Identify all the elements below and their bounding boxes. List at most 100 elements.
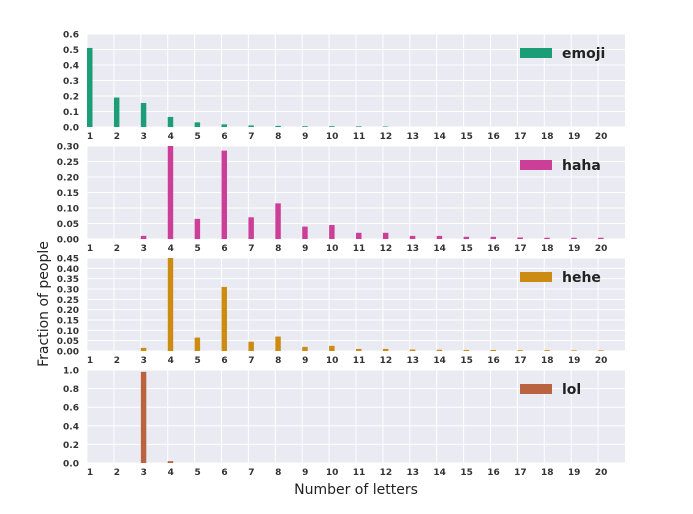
x-tick-label: 8 xyxy=(275,356,281,366)
x-tick-label: 8 xyxy=(275,468,281,478)
x-tick-label: 14 xyxy=(433,244,446,254)
bar-emoji xyxy=(302,126,308,127)
x-tick-label: 3 xyxy=(141,356,147,366)
x-tick-label: 6 xyxy=(221,132,227,142)
bar-haha xyxy=(168,146,174,239)
y-tick-label: 0.0 xyxy=(63,460,79,470)
x-tick-label: 12 xyxy=(380,244,393,254)
x-tick-label: 17 xyxy=(514,356,527,366)
y-tick-label: 0.1 xyxy=(63,108,79,118)
y-axis-label: Fraction of people xyxy=(36,241,52,367)
x-tick-label: 14 xyxy=(433,356,446,366)
bar-hehe xyxy=(383,349,389,351)
x-tick-label: 14 xyxy=(433,132,446,142)
x-tick-label: 13 xyxy=(407,132,420,142)
y-tick-label: 0.3 xyxy=(63,77,79,87)
y-tick-label: 0.10 xyxy=(57,327,79,337)
x-tick-label: 14 xyxy=(433,468,446,478)
x-tick-label: 5 xyxy=(194,132,200,142)
bar-hehe xyxy=(356,349,362,351)
bar-hehe xyxy=(437,350,443,351)
x-tick-label: 5 xyxy=(194,356,200,366)
x-tick-label: 10 xyxy=(326,356,339,366)
x-tick-label: 7 xyxy=(248,132,254,142)
y-tick-label: 0.15 xyxy=(57,189,79,199)
y-tick-label: 0.05 xyxy=(57,220,79,230)
x-tick-label: 13 xyxy=(407,468,420,478)
x-tick-label: 17 xyxy=(514,244,527,254)
x-tick-label: 11 xyxy=(353,132,366,142)
bar-lol xyxy=(168,461,174,463)
x-tick-label: 17 xyxy=(514,132,527,142)
legend-label: emoji xyxy=(562,46,605,62)
y-tick-label: 0.8 xyxy=(63,385,79,395)
bar-haha xyxy=(571,238,577,239)
x-tick-label: 9 xyxy=(302,356,308,366)
bar-emoji xyxy=(168,117,174,127)
x-tick-label: 1 xyxy=(87,468,93,478)
x-tick-label: 2 xyxy=(114,468,120,478)
bar-haha xyxy=(464,237,470,239)
y-tick-label: 0.15 xyxy=(57,317,79,327)
bar-haha xyxy=(248,217,254,239)
bar-hehe xyxy=(275,337,281,351)
legend-swatch xyxy=(520,48,552,58)
x-tick-label: 6 xyxy=(221,244,227,254)
x-tick-label: 16 xyxy=(487,356,500,366)
bar-hehe xyxy=(571,350,577,351)
x-tick-label: 20 xyxy=(595,356,608,366)
y-tick-label: 0.00 xyxy=(57,348,79,358)
bar-emoji xyxy=(248,125,254,127)
x-tick-label: 17 xyxy=(514,468,527,478)
bar-haha xyxy=(356,233,362,239)
x-tick-label: 15 xyxy=(460,356,473,366)
legend-swatch xyxy=(520,384,552,394)
x-tick-label: 18 xyxy=(541,244,554,254)
x-tick-label: 1 xyxy=(87,132,93,142)
bar-haha xyxy=(222,151,228,239)
y-tick-label: 0.35 xyxy=(57,275,79,285)
y-tick-label: 0.30 xyxy=(57,286,79,296)
legend-label: haha xyxy=(562,158,601,174)
x-tick-label: 2 xyxy=(114,356,120,366)
x-tick-label: 20 xyxy=(595,244,608,254)
x-tick-label: 15 xyxy=(460,244,473,254)
x-tick-label: 1 xyxy=(87,244,93,254)
y-tick-label: 0.00 xyxy=(57,236,79,246)
x-tick-label: 11 xyxy=(353,468,366,478)
bar-haha xyxy=(383,233,389,239)
bar-haha xyxy=(141,236,147,239)
bar-hehe xyxy=(491,350,497,351)
x-tick-label: 7 xyxy=(248,468,254,478)
x-tick-label: 12 xyxy=(380,468,393,478)
y-tick-label: 0.40 xyxy=(57,265,79,275)
y-tick-label: 0.45 xyxy=(57,255,79,265)
x-tick-label: 1 xyxy=(87,356,93,366)
panel-hehe: 0.000.050.100.150.200.250.300.350.400.45… xyxy=(57,255,625,367)
y-tick-label: 0.2 xyxy=(63,93,79,103)
legend-swatch xyxy=(520,160,552,170)
x-tick-label: 16 xyxy=(487,244,500,254)
x-tick-label: 6 xyxy=(221,468,227,478)
bar-haha xyxy=(410,236,416,239)
x-tick-label: 15 xyxy=(460,468,473,478)
bar-emoji xyxy=(222,124,228,127)
bar-hehe xyxy=(464,350,470,351)
x-tick-label: 10 xyxy=(326,244,339,254)
x-tick-label: 16 xyxy=(487,132,500,142)
bar-haha xyxy=(329,225,335,239)
x-tick-label: 8 xyxy=(275,132,281,142)
bar-haha xyxy=(598,238,604,239)
x-tick-label: 13 xyxy=(407,356,420,366)
x-tick-label: 5 xyxy=(194,468,200,478)
bar-hehe xyxy=(302,347,308,351)
legend-swatch xyxy=(520,272,552,282)
x-tick-label: 10 xyxy=(326,132,339,142)
x-tick-label: 4 xyxy=(168,468,174,478)
x-tick-label: 2 xyxy=(114,132,120,142)
y-tick-label: 1.0 xyxy=(63,367,79,377)
